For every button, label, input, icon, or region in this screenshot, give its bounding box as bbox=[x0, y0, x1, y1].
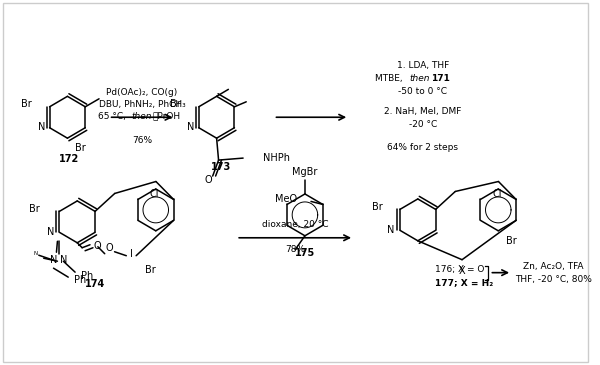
Text: Br: Br bbox=[75, 143, 86, 153]
Text: Cl: Cl bbox=[492, 189, 502, 199]
Text: O: O bbox=[205, 175, 212, 185]
Text: Ph: Ph bbox=[74, 275, 86, 285]
Text: X: X bbox=[459, 266, 466, 276]
Text: 176; X = O: 176; X = O bbox=[436, 265, 485, 274]
Text: Pd(OAc)₂, CO(g): Pd(OAc)₂, CO(g) bbox=[106, 88, 178, 97]
Text: 1. LDA, THF: 1. LDA, THF bbox=[397, 61, 449, 70]
Text: Br: Br bbox=[371, 203, 382, 212]
Text: THF, -20 °C, 80%: THF, -20 °C, 80% bbox=[515, 275, 592, 284]
Text: Ph: Ph bbox=[81, 271, 93, 281]
Text: Cl: Cl bbox=[149, 189, 159, 199]
Text: MTBE,: MTBE, bbox=[374, 74, 405, 83]
Text: NHPh: NHPh bbox=[263, 153, 290, 163]
Text: 2. NaH, MeI, DMF: 2. NaH, MeI, DMF bbox=[384, 107, 461, 116]
Text: N: N bbox=[34, 251, 38, 256]
Text: N: N bbox=[38, 122, 46, 132]
Text: 177; X = H₂: 177; X = H₂ bbox=[436, 278, 494, 287]
Text: DBU, PhNH₂, PhCH₃: DBU, PhNH₂, PhCH₃ bbox=[98, 100, 185, 109]
Text: O: O bbox=[93, 241, 101, 251]
Text: then: then bbox=[131, 112, 152, 121]
Text: dioxane, 20 °C: dioxane, 20 °C bbox=[262, 220, 328, 229]
Text: 173: 173 bbox=[211, 162, 232, 172]
Text: 175: 175 bbox=[295, 248, 315, 258]
Text: 65 °C,: 65 °C, bbox=[98, 112, 128, 121]
Text: 64% for 2 steps: 64% for 2 steps bbox=[387, 143, 458, 151]
Text: O: O bbox=[106, 243, 113, 253]
Text: 172: 172 bbox=[59, 154, 80, 164]
Text: 78%: 78% bbox=[285, 245, 305, 254]
Text: then: then bbox=[409, 74, 430, 83]
Text: MgBr: MgBr bbox=[292, 167, 317, 177]
Text: Br: Br bbox=[506, 236, 517, 246]
Text: Br: Br bbox=[145, 265, 156, 275]
Text: 76%: 76% bbox=[132, 136, 152, 145]
Text: Br: Br bbox=[29, 204, 40, 214]
Text: Zn, Ac₂O, TFA: Zn, Ac₂O, TFA bbox=[523, 262, 583, 271]
Text: I: I bbox=[130, 249, 133, 259]
Text: N: N bbox=[61, 255, 68, 265]
Text: N: N bbox=[47, 227, 54, 237]
Text: N: N bbox=[50, 255, 57, 265]
Text: Br: Br bbox=[21, 99, 32, 109]
Text: -20 °C: -20 °C bbox=[409, 120, 437, 129]
Text: 171: 171 bbox=[431, 74, 449, 83]
Text: Br: Br bbox=[170, 99, 181, 109]
Text: ⁩PrOH: ⁩PrOH bbox=[153, 112, 181, 121]
Text: 174: 174 bbox=[85, 278, 105, 289]
Text: -50 to 0 °C: -50 to 0 °C bbox=[398, 87, 447, 96]
Text: N: N bbox=[388, 225, 395, 235]
Text: MeO: MeO bbox=[275, 195, 297, 204]
Text: N: N bbox=[187, 122, 194, 132]
